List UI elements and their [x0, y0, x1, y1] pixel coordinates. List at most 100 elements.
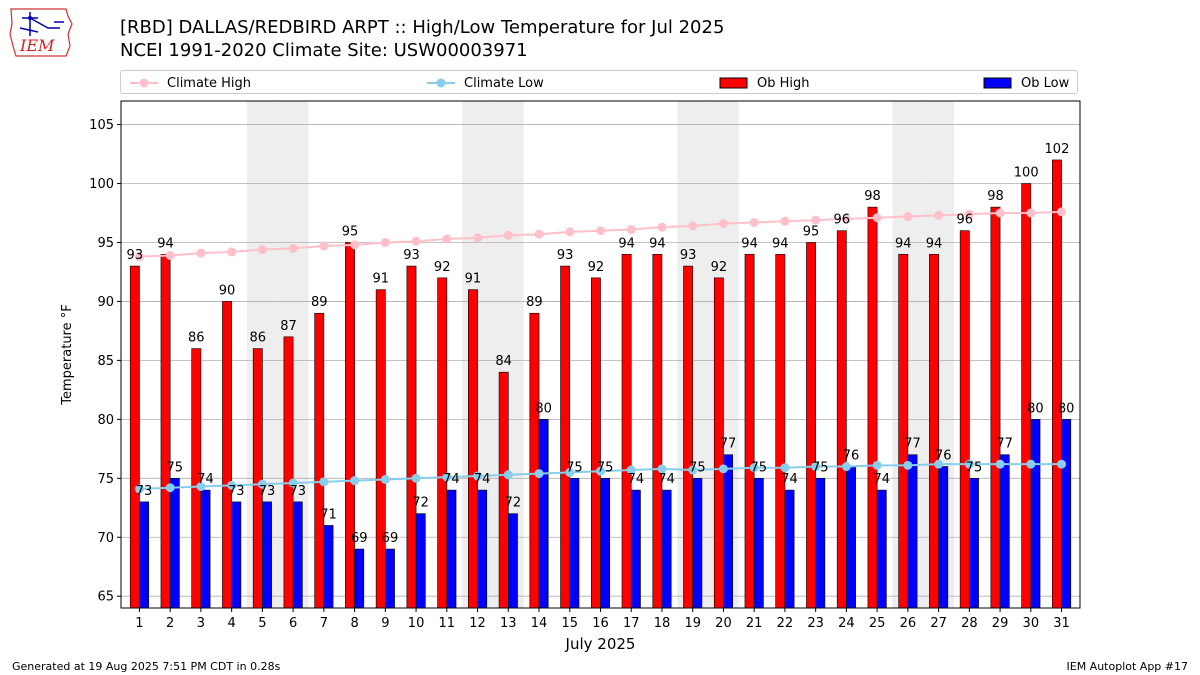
ob-high-label: 94 [157, 236, 174, 251]
ob-low-bar [630, 489, 641, 609]
ob-high-bar [314, 312, 325, 609]
legend-ob-low: Ob Low [983, 74, 1069, 92]
ob-low-label: 74 [658, 472, 675, 487]
x-tick-label: 15 [561, 616, 578, 631]
ob-high-bar [867, 206, 878, 609]
ob-high-bar [836, 230, 847, 609]
ob-high-bar [498, 371, 509, 609]
ob-high-label: 91 [372, 272, 389, 287]
ob-high-label: 94 [926, 236, 943, 251]
ob-high-label: 95 [342, 224, 359, 239]
climate-high-point [657, 222, 667, 232]
climate-high-point [811, 215, 821, 225]
ob-high-label: 102 [1045, 142, 1070, 157]
climate-low-point [718, 464, 728, 474]
ob-high-bar [160, 253, 171, 609]
ob-low-label: 75 [812, 460, 829, 475]
ob-low-label: 73 [289, 484, 306, 499]
climate-low-point [134, 484, 144, 494]
ob-high-label: 98 [864, 189, 881, 204]
iowa-outline-icon [9, 8, 73, 57]
x-tick-label: 18 [654, 616, 671, 631]
x-tick-label: 28 [961, 616, 978, 631]
ob-high-label: 86 [188, 331, 205, 346]
ob-low-bar [753, 478, 764, 609]
ob-low-label: 80 [1058, 401, 1075, 416]
ob-low-label: 69 [351, 531, 368, 546]
logo-text: IEM [19, 36, 55, 55]
ob-low-bar [876, 489, 887, 609]
climate-high-point [319, 241, 329, 251]
ob-low-bar [507, 513, 518, 609]
climate-high-point [688, 221, 698, 231]
ob-high-label: 94 [895, 236, 912, 251]
climate-low-point [411, 473, 421, 483]
ob-high-label: 96 [834, 213, 851, 228]
ob-high-label: 95 [803, 224, 820, 239]
x-tick-label: 22 [777, 616, 794, 631]
ob-low-bar [292, 501, 303, 609]
ob-high-bar [683, 265, 694, 609]
climate-low-point [934, 459, 944, 469]
ob-low-label: 80 [1027, 401, 1044, 416]
climate-high-point [196, 248, 206, 258]
ob-high-bar [929, 253, 939, 609]
climate-low-point [196, 482, 206, 492]
ob-high-bar [590, 277, 601, 609]
climate-high-point [534, 229, 544, 239]
ob-high-label: 86 [250, 331, 267, 346]
y-tick-label: 105 [89, 118, 114, 133]
ob-low-label: 74 [628, 472, 645, 487]
climate-low-point [596, 466, 605, 476]
climate-low-point [903, 460, 913, 470]
climate-high-point [749, 217, 759, 227]
ob-high-bar [468, 289, 478, 609]
y-tick-label: 80 [97, 413, 114, 428]
climate-high-point [288, 243, 298, 253]
climate-low-point [165, 483, 175, 493]
climate-high-point [780, 216, 790, 226]
ob-low-bar [661, 489, 672, 609]
climate-low-point [1057, 459, 1067, 469]
x-tick-label: 9 [381, 616, 389, 631]
climate-high-point [565, 227, 575, 237]
ob-high-label: 87 [280, 319, 297, 334]
ob-high-bar [406, 265, 417, 609]
x-tick-label: 23 [807, 616, 824, 631]
ob-high-bar [806, 242, 816, 609]
ob-low-bar [692, 478, 703, 609]
ob-low-label: 76 [843, 449, 860, 464]
ob-high-label: 84 [495, 354, 512, 369]
climate-low-point [657, 464, 667, 474]
x-tick-label: 1 [135, 616, 143, 631]
y-tick-label: 100 [89, 177, 114, 192]
ob-low-bar [784, 489, 795, 609]
footer-app-id: IEM Autoplot App #17 [1066, 660, 1189, 673]
x-tick-label: 19 [684, 616, 701, 631]
ob-high-bar [652, 253, 663, 609]
ob-high-label: 93 [127, 248, 144, 263]
ob-low-label: 74 [781, 472, 798, 487]
ob-high-label: 93 [557, 248, 574, 263]
climate-high-point [903, 212, 913, 222]
ob-low-bar [139, 501, 149, 609]
climate-low-point [380, 474, 390, 484]
ob-low-label: 77 [720, 437, 737, 452]
climate-low-point [350, 476, 360, 486]
x-tick-label: 5 [258, 616, 266, 631]
x-tick-label: 2 [166, 616, 174, 631]
climate-high-point [1057, 207, 1067, 217]
climate-low-point [534, 469, 544, 479]
ob-low-bar [999, 454, 1010, 609]
x-tick-label: 6 [289, 616, 297, 631]
ob-low-label: 74 [443, 472, 460, 487]
ob-low-label: 73 [228, 484, 245, 499]
ob-low-label: 74 [474, 472, 491, 487]
x-tick-label: 29 [992, 616, 1009, 631]
ob-low-bar [354, 548, 365, 609]
climate-high-point [350, 240, 360, 250]
x-tick-label: 13 [500, 616, 517, 631]
x-tick-label: 16 [592, 616, 609, 631]
climate-high-point [134, 252, 144, 262]
